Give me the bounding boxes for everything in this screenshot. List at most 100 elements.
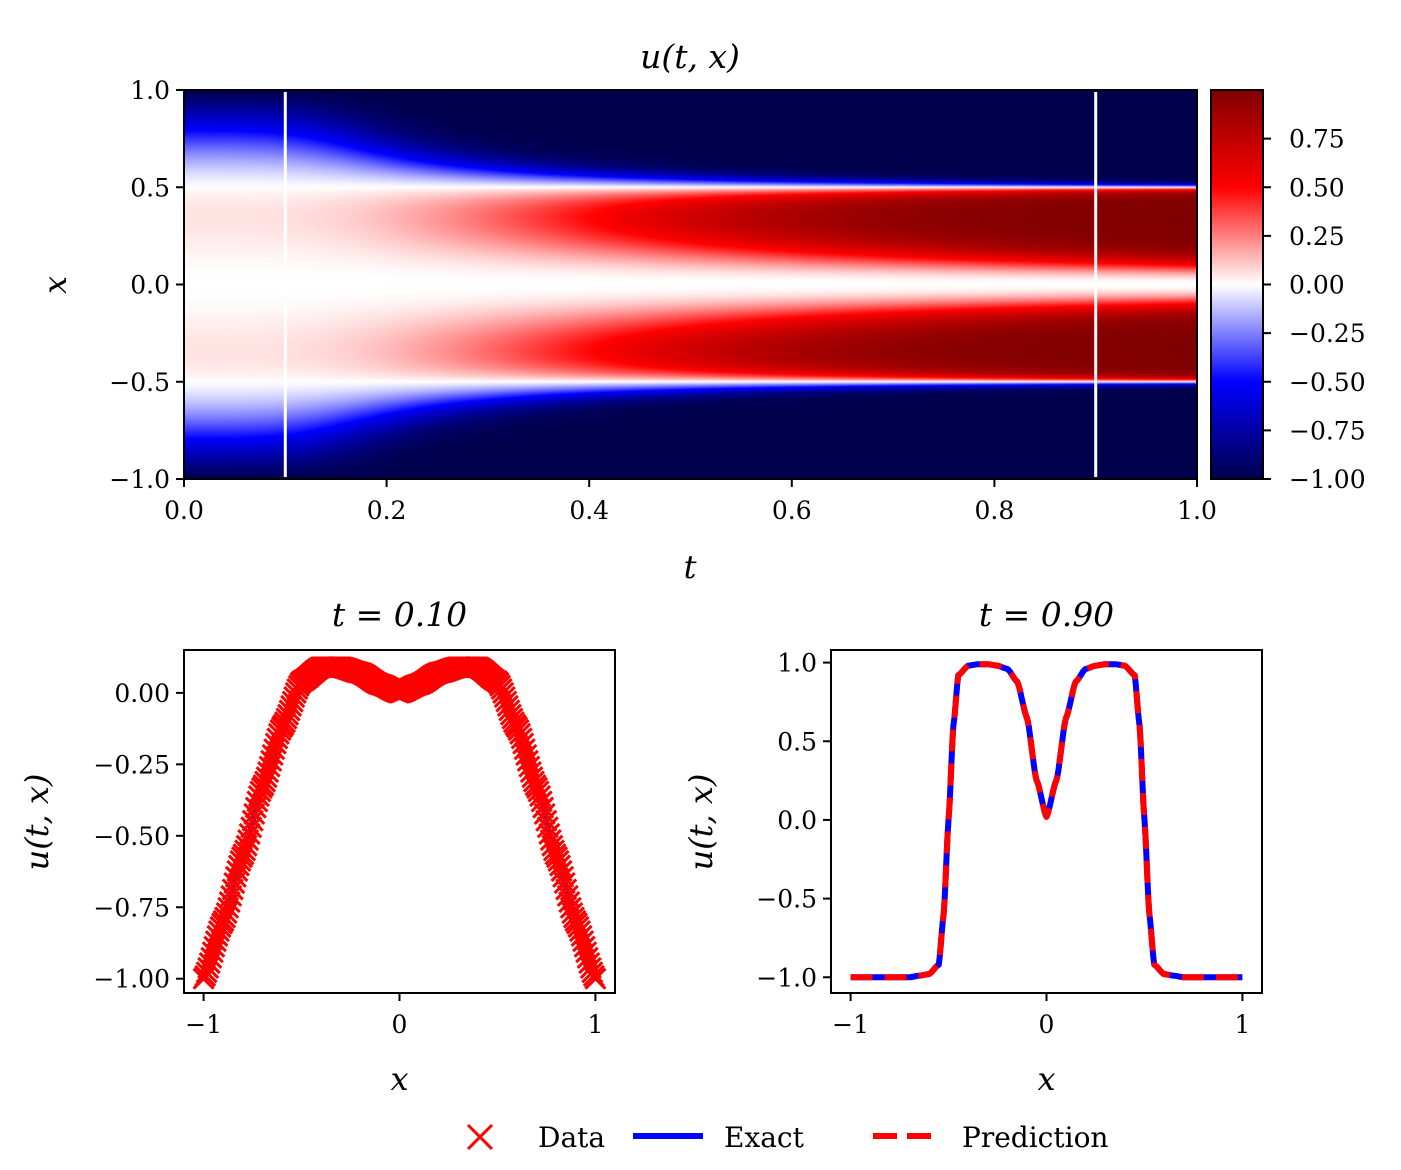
- marker-stroke: [513, 738, 536, 761]
- x-tick-label: −1: [185, 1010, 222, 1039]
- slice-x-label: x: [390, 1060, 408, 1098]
- marker-stroke: [552, 865, 575, 888]
- x-tick-label: 0.0: [164, 496, 204, 525]
- marker-stroke: [495, 690, 518, 713]
- marker-stroke: [498, 699, 521, 722]
- x-tick-label: 0.2: [367, 496, 407, 525]
- colorbar-tick-label: −0.25: [1289, 319, 1366, 348]
- marker-stroke: [568, 920, 592, 943]
- slice-y-label: u(t, x): [682, 774, 720, 871]
- legend-label-exact: Exact: [724, 1121, 805, 1154]
- x-tick-label: 0: [1039, 1010, 1055, 1039]
- marker-stroke: [527, 780, 550, 803]
- data-point-marker: [532, 796, 555, 819]
- data-point-marker: [536, 816, 559, 839]
- y-tick-label: −0.5: [109, 368, 170, 397]
- y-tick-label: −0.50: [93, 822, 170, 851]
- series-line-exact: [848, 661, 1245, 981]
- colorbar-tick-label: 0.25: [1289, 222, 1345, 251]
- slice-title: t = 0.90: [979, 595, 1114, 634]
- y-tick-label: 0.5: [777, 727, 817, 756]
- data-point-marker: [584, 967, 607, 990]
- colorbar-tick-label: −1.00: [1289, 465, 1366, 494]
- marker-stroke: [221, 878, 244, 901]
- data-point-marker: [283, 686, 306, 709]
- axes-frame: [830, 649, 1263, 994]
- y-tick-label: −1.0: [756, 963, 817, 992]
- y-tick-label: 1.0: [130, 76, 170, 105]
- marker-stroke: [535, 809, 558, 832]
- colorbar-bar: [1210, 89, 1264, 480]
- data-point-marker: [530, 790, 553, 813]
- marker-stroke: [518, 755, 541, 778]
- marker-stroke: [575, 941, 598, 964]
- y-tick-label: 0.00: [114, 679, 170, 708]
- colorbar-tick-label: −0.50: [1289, 368, 1366, 397]
- marker-stroke: [576, 946, 599, 969]
- data-point-marker: [218, 891, 241, 914]
- marker-stroke: [541, 834, 564, 857]
- series-data: [192, 656, 607, 990]
- marker-stroke: [553, 871, 576, 895]
- y-tick-label: −1.0: [109, 465, 170, 494]
- x-tick-label: 1.0: [1177, 496, 1217, 525]
- marker-stroke: [519, 761, 542, 784]
- marker-stroke: [218, 891, 241, 914]
- marker-stroke: [492, 681, 515, 704]
- marker-stroke: [243, 802, 266, 826]
- data-point-marker: [221, 878, 244, 901]
- heatmap-image: [184, 90, 1197, 479]
- marker-stroke: [549, 854, 572, 877]
- marker-stroke: [547, 849, 570, 872]
- marker-stroke: [529, 785, 552, 808]
- colorbar-tick-label: 0.50: [1289, 173, 1345, 202]
- marker-stroke: [578, 952, 601, 975]
- heatmap-axes: 0.0 0.2 0.4 0.6 0.8 1.0 −1.0 −0.5 0.0 0.5 1.0 u(t, …: [36, 37, 1217, 586]
- colorbar: −1.00 −0.75 −0.50 −0.25 0.00 0.25 0.50 0.75: [1210, 89, 1366, 494]
- marker-stroke: [532, 796, 555, 819]
- y-tick-label: −0.5: [756, 885, 817, 914]
- x-tick-label: 0.6: [772, 496, 812, 525]
- data-point-marker: [533, 802, 556, 826]
- y-tick-label: 0.0: [130, 271, 170, 300]
- colorbar-tick-label: 0.75: [1289, 125, 1345, 154]
- marker-stroke: [570, 924, 593, 947]
- marker-stroke: [237, 828, 260, 852]
- marker-stroke: [240, 816, 263, 839]
- y-tick-label: 0.0: [777, 806, 817, 835]
- marker-stroke: [241, 809, 264, 832]
- marker-stroke: [521, 766, 544, 789]
- marker-stroke: [516, 749, 539, 772]
- data-point-marker: [220, 884, 243, 907]
- series-prediction: [848, 661, 1245, 981]
- marker-stroke: [283, 686, 306, 709]
- slice-axes-1: −1 0 1 −1.00 −0.75 −0.50 −0.25 0.00 t = 0.10 x u(t…: [18, 595, 616, 1098]
- y-tick-label: 0.5: [130, 173, 170, 202]
- marker-stroke: [559, 896, 582, 919]
- slice-axes-2: −1 0 1 −1.0 −0.5 0.0 0.5 1.0 t = 0.90 x u(t, x): [682, 595, 1263, 1098]
- marker-stroke: [561, 901, 584, 925]
- marker-stroke: [538, 822, 561, 845]
- x-tick-label: 0.8: [975, 496, 1015, 525]
- data-point-marker: [552, 865, 575, 888]
- marker-stroke: [536, 816, 559, 839]
- data-point-marker: [237, 828, 260, 852]
- x-tick-label: −1: [832, 1010, 869, 1039]
- marker-stroke: [499, 703, 522, 726]
- marker-stroke: [567, 915, 590, 938]
- slice-y-label: u(t, x): [18, 774, 56, 871]
- marker-stroke: [545, 846, 569, 869]
- marker-stroke: [490, 678, 513, 701]
- marker-stroke: [512, 732, 535, 755]
- marker-stroke: [238, 822, 261, 845]
- x-tick-label: 1: [1234, 1010, 1250, 1039]
- legend: Data Exact Prediction: [466, 1121, 1108, 1154]
- marker-stroke: [509, 722, 532, 745]
- heatmap-title: u(t, x): [640, 37, 740, 76]
- legend-label-prediction: Prediction: [962, 1121, 1108, 1154]
- marker-stroke: [493, 686, 516, 709]
- marker-stroke: [507, 718, 530, 742]
- heatmap-y-label: x: [36, 276, 74, 294]
